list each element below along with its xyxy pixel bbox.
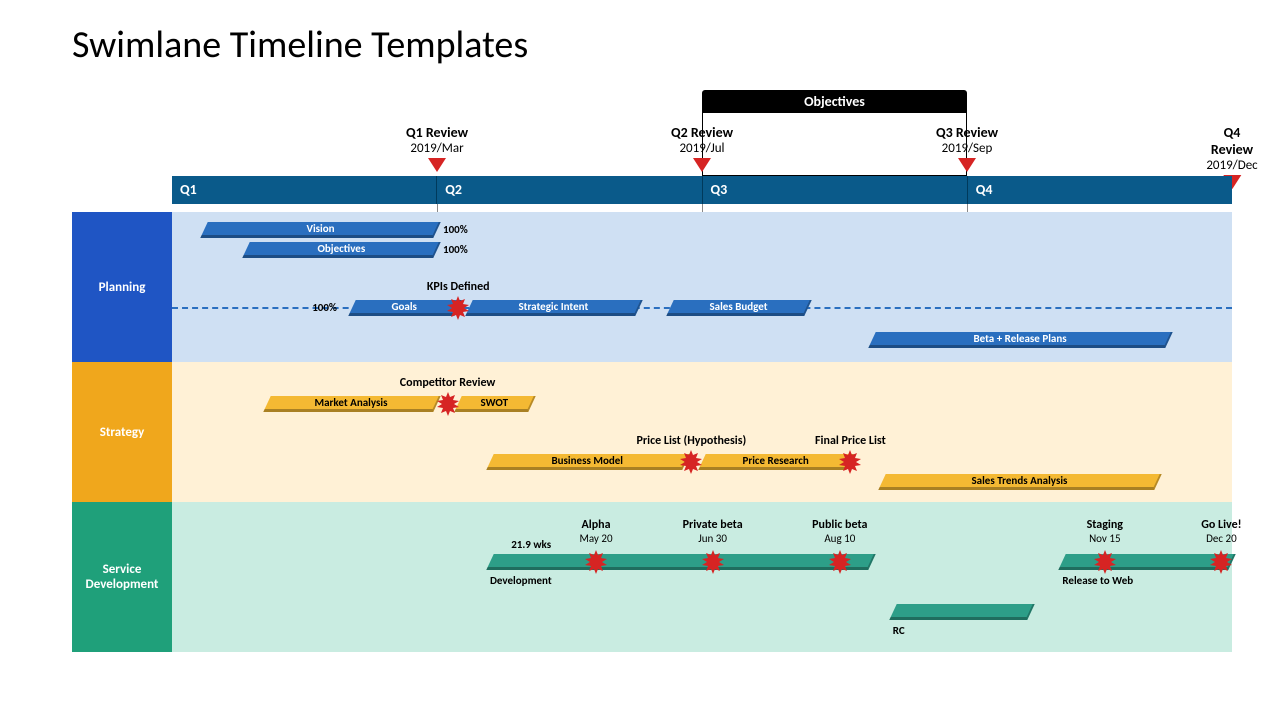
milestone-label: Final Price List	[815, 434, 886, 448]
milestone-label: Staging	[1087, 518, 1123, 532]
task-bar: Goals	[348, 300, 461, 316]
quarter-cell: Q2	[437, 176, 702, 204]
milestone-label: Go Live!	[1201, 518, 1241, 532]
milestone-burst-icon	[1209, 550, 1233, 574]
milestone-sublabel: Nov 15	[1089, 532, 1120, 545]
task-bar: Strategic Intent	[465, 300, 642, 316]
task-bar: Vision	[200, 222, 441, 238]
milestone-label: Price List (Hypothesis)	[637, 434, 747, 448]
milestone-burst-icon	[828, 550, 852, 574]
task-bar	[889, 604, 1034, 620]
quarter-cell: Q3	[703, 176, 968, 204]
milestone-burst-icon	[701, 550, 725, 574]
task-bar: Sales Trends Analysis	[878, 474, 1161, 490]
bar-below-label: Release to Web	[1062, 574, 1133, 587]
task-bar: Sales Budget	[666, 300, 811, 316]
milestone-burst-icon	[1093, 550, 1117, 574]
milestone-label: Private beta	[683, 518, 743, 532]
milestone-sublabel: Aug 10	[824, 532, 855, 545]
milestone-burst-icon	[838, 450, 862, 474]
milestone-sublabel: Jun 30	[698, 532, 727, 545]
bar-pct-label: 100%	[443, 243, 468, 256]
task-bar: SWOT	[454, 396, 536, 412]
review-milestone: Q2 Review2019/Jul	[671, 124, 733, 172]
swimlane: PlanningVision100%Objectives100%Goals100…	[72, 212, 1232, 362]
milestone-label: Alpha	[581, 518, 610, 532]
milestone-burst-icon	[584, 550, 608, 574]
task-bar: Beta + Release Plans	[868, 332, 1172, 348]
lane-label: Strategy	[72, 362, 172, 502]
lane-body: Market Analysis SWOT Business Model Price R…	[172, 362, 1232, 502]
milestone-label: KPIs Defined	[427, 280, 490, 294]
task-bar	[486, 554, 875, 570]
task-bar: Market Analysis	[264, 396, 441, 412]
milestone-label: Competitor Review	[400, 376, 496, 390]
bar-pct-label: 100%	[312, 301, 337, 314]
lane-label: Planning	[72, 212, 172, 362]
review-milestone: Q1 Review2019/Mar	[406, 124, 468, 172]
lane-body: Development 21.9 wks RC Release to Web Alpha…	[172, 502, 1232, 652]
review-milestone: Q3 Review2019/Sep	[936, 124, 998, 172]
task-bar: Objectives	[242, 242, 440, 258]
lane-body: Vision100%Objectives100%Goals100%Strateg…	[172, 212, 1232, 362]
milestone-sublabel: Dec 20	[1206, 532, 1237, 545]
task-bar: Business Model	[486, 454, 690, 470]
milestone-label: Public beta	[812, 518, 867, 532]
quarter-header: Q1Q2Q3Q4	[172, 176, 1232, 204]
quarter-cell: Q4	[968, 176, 1232, 204]
objectives-box	[702, 112, 967, 176]
milestone-sublabel: May 20	[579, 532, 612, 545]
bar-below-label: Development	[490, 574, 552, 587]
swimlane: Strategy Market Analysis SWOT Business Mode…	[72, 362, 1232, 502]
quarter-cell: Q1	[172, 176, 437, 204]
lane-label: Service Development	[72, 502, 172, 652]
bar-pct-label: 100%	[443, 223, 468, 236]
bar-above-label: 21.9 wks	[511, 538, 551, 551]
swimlane-chart: Objectives Q1 Review2019/Mar Q2 Review201…	[72, 110, 1232, 670]
bar-below-label: RC	[893, 624, 905, 637]
swimlane: Service Development Development 21.9 wks RC…	[72, 502, 1232, 652]
page-title: Swimlane Timeline Templates	[72, 22, 528, 68]
lanes-container: PlanningVision100%Objectives100%Goals100…	[72, 212, 1232, 652]
milestone-burst-icon	[446, 296, 470, 320]
objectives-tab: Objectives	[702, 90, 967, 113]
milestone-burst-icon	[436, 392, 460, 416]
task-bar: Price Research	[698, 454, 854, 470]
milestone-burst-icon	[679, 450, 703, 474]
